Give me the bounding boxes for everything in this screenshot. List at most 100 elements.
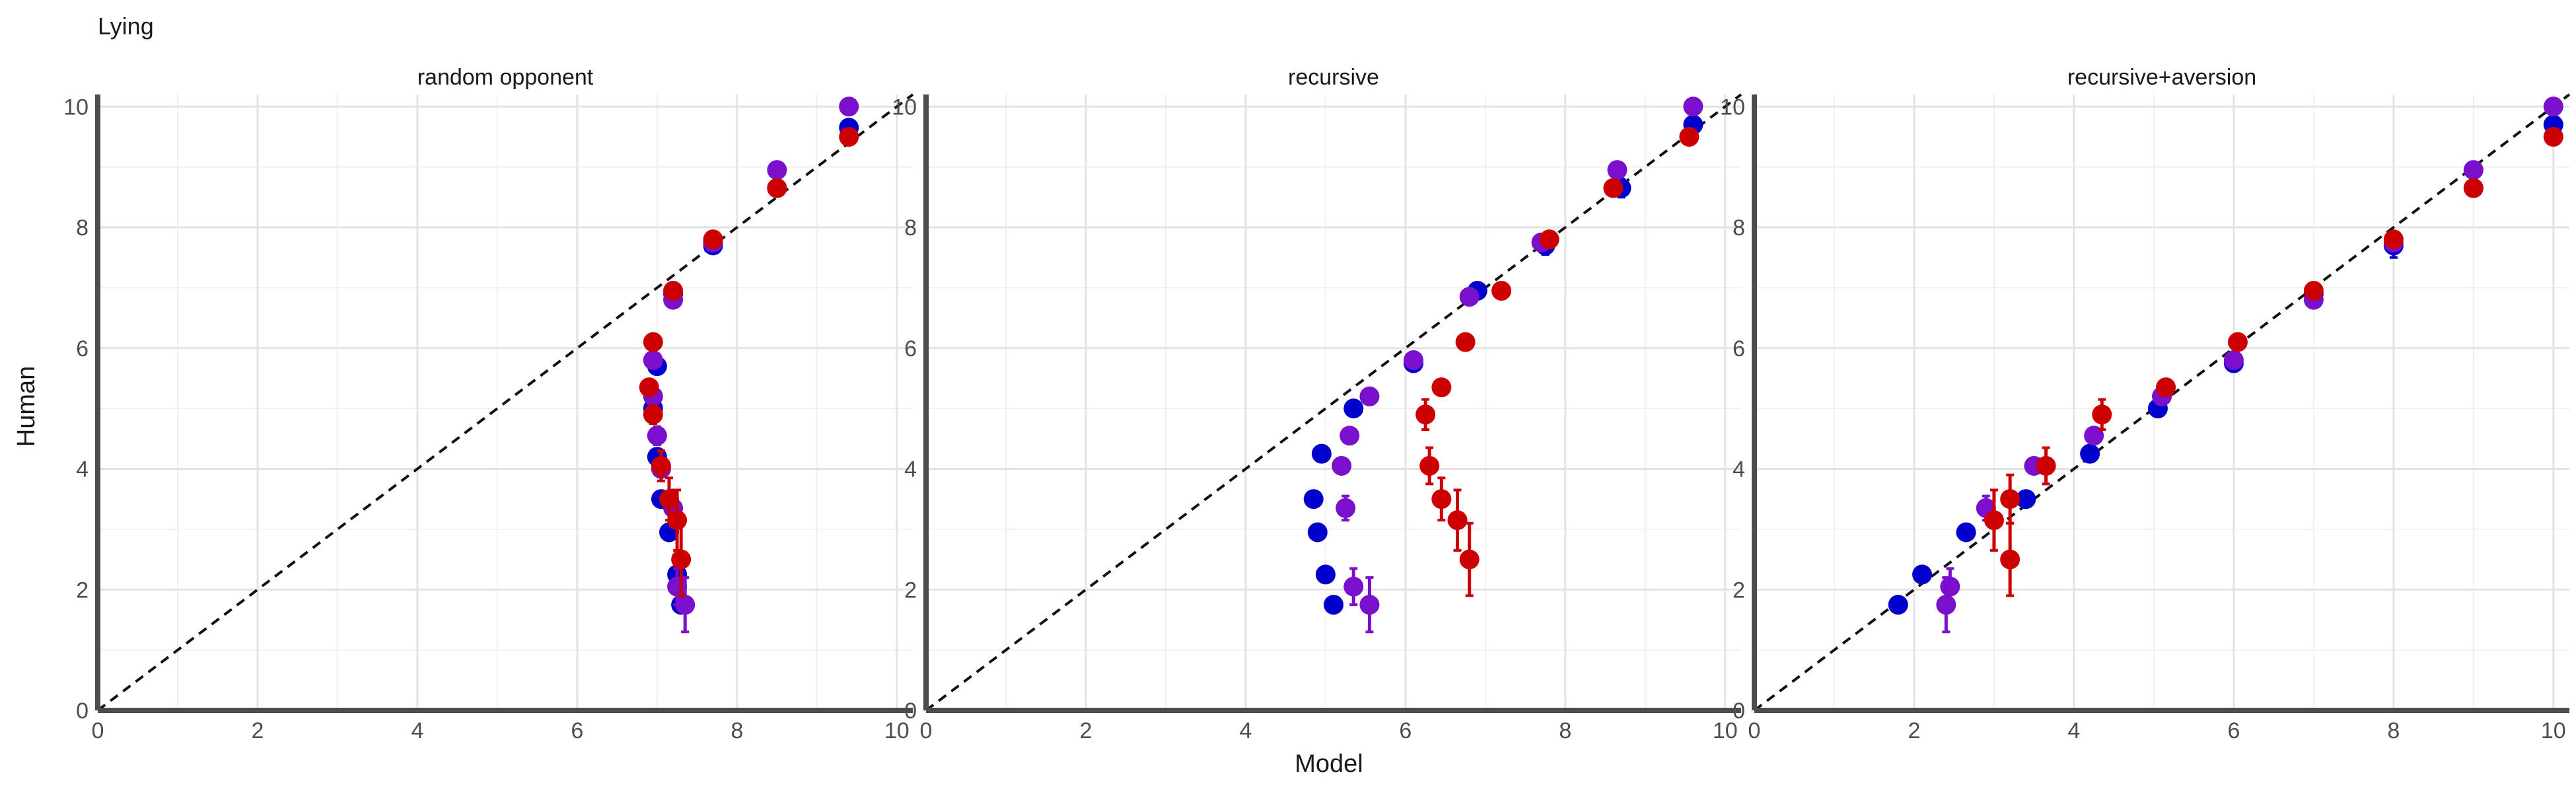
data-point bbox=[1307, 522, 1328, 543]
data-point bbox=[667, 510, 688, 531]
x-tick-label: 0 bbox=[1748, 718, 1761, 743]
series-3 bbox=[1984, 126, 2563, 597]
data-point bbox=[767, 178, 787, 198]
data-point bbox=[671, 549, 692, 570]
y-tick-label: 4 bbox=[76, 457, 89, 482]
data-point bbox=[1679, 126, 1699, 147]
data-point bbox=[1607, 160, 1628, 180]
y-tick-label: 10 bbox=[1720, 94, 1745, 120]
y-tick-label: 2 bbox=[76, 578, 89, 603]
x-tick-label: 10 bbox=[1713, 718, 1738, 743]
panel-title: random opponent bbox=[417, 65, 594, 90]
reference-line bbox=[96, 93, 914, 712]
data-point bbox=[639, 377, 659, 398]
data-point bbox=[1332, 455, 1352, 476]
x-tick-label: 10 bbox=[884, 718, 910, 743]
x-tick-label: 4 bbox=[2067, 718, 2080, 743]
data-point bbox=[1956, 522, 1976, 543]
data-point bbox=[1343, 398, 1364, 419]
y-tick-label: 0 bbox=[1733, 699, 1745, 724]
y-tick-label: 0 bbox=[76, 699, 89, 724]
data-point bbox=[2227, 332, 2248, 352]
data-point bbox=[1336, 498, 1356, 518]
figure-title: Lying bbox=[98, 13, 154, 40]
data-point bbox=[1359, 595, 1380, 615]
data-point bbox=[1359, 386, 1380, 406]
data-point bbox=[647, 426, 667, 446]
y-tick-label: 8 bbox=[904, 215, 917, 241]
data-point bbox=[1936, 595, 1956, 615]
data-point bbox=[839, 96, 859, 117]
data-point bbox=[1459, 287, 1480, 307]
data-point bbox=[2080, 443, 2100, 464]
data-point bbox=[2000, 489, 2021, 510]
data-point bbox=[1539, 229, 1559, 250]
data-point bbox=[2383, 229, 2404, 250]
y-tick-label: 8 bbox=[1733, 215, 1745, 241]
data-point bbox=[1459, 549, 1480, 570]
series-3 bbox=[639, 126, 859, 597]
x-tick-label: 6 bbox=[571, 718, 583, 743]
y-tick-label: 10 bbox=[892, 94, 917, 120]
data-point bbox=[1419, 455, 1440, 476]
reference-line bbox=[925, 93, 1742, 712]
panel-3: 0 2 4 6 8 10 0 2 4 6 8 10 recursive+aversion bbox=[1720, 65, 2571, 743]
data-point bbox=[651, 455, 671, 476]
x-tick-label: 0 bbox=[92, 718, 104, 743]
x-tick-label: 6 bbox=[2227, 718, 2240, 743]
y-axis-label: Human bbox=[13, 366, 40, 447]
data-point bbox=[1940, 576, 1960, 597]
data-point bbox=[839, 126, 859, 147]
data-point bbox=[2223, 350, 2244, 371]
data-point bbox=[2463, 160, 2484, 180]
x-tick-label: 10 bbox=[2541, 718, 2566, 743]
data-point bbox=[2036, 455, 2056, 476]
data-point bbox=[643, 332, 663, 352]
data-point bbox=[1603, 178, 1624, 198]
data-point bbox=[1455, 332, 1476, 352]
data-point bbox=[1324, 595, 1343, 615]
y-tick-label: 6 bbox=[1733, 336, 1745, 361]
data-point bbox=[1683, 96, 1703, 117]
y-tick-label: 6 bbox=[904, 336, 917, 361]
x-tick-label: 6 bbox=[1399, 718, 1412, 743]
series-3 bbox=[1415, 126, 1699, 597]
data-point bbox=[1447, 510, 1468, 531]
data-point bbox=[1311, 443, 1332, 464]
x-axis-label: Model bbox=[1295, 750, 1363, 778]
data-point bbox=[2303, 280, 2324, 301]
x-tick-label: 4 bbox=[411, 718, 423, 743]
y-tick-label: 6 bbox=[76, 336, 89, 361]
data-point bbox=[2156, 377, 2176, 398]
y-tick-label: 4 bbox=[904, 457, 917, 482]
data-point bbox=[659, 489, 680, 510]
data-point bbox=[2000, 549, 2021, 570]
data-point bbox=[2016, 489, 2036, 510]
data-point bbox=[1343, 576, 1364, 597]
data-point bbox=[1491, 280, 1512, 301]
x-tick-label: 0 bbox=[920, 718, 933, 743]
data-point bbox=[2543, 126, 2563, 147]
data-point bbox=[1403, 350, 1423, 371]
data-point bbox=[1888, 595, 1908, 615]
data-point bbox=[1431, 489, 1452, 510]
data-point bbox=[1315, 564, 1336, 585]
data-point bbox=[663, 280, 684, 301]
x-tick-label: 4 bbox=[1239, 718, 1252, 743]
data-point bbox=[703, 229, 723, 250]
y-tick-label: 10 bbox=[63, 94, 89, 120]
panel-title: recursive bbox=[1288, 65, 1379, 90]
data-point bbox=[1415, 404, 1436, 425]
panel-title: recursive+aversion bbox=[2067, 65, 2256, 90]
data-point bbox=[767, 160, 787, 180]
y-tick-label: 2 bbox=[1733, 578, 1745, 603]
data-point bbox=[1431, 377, 1452, 398]
data-point bbox=[1912, 564, 1933, 585]
data-point bbox=[2092, 404, 2112, 425]
y-tick-label: 4 bbox=[1733, 457, 1745, 482]
data-point bbox=[1984, 510, 2004, 531]
